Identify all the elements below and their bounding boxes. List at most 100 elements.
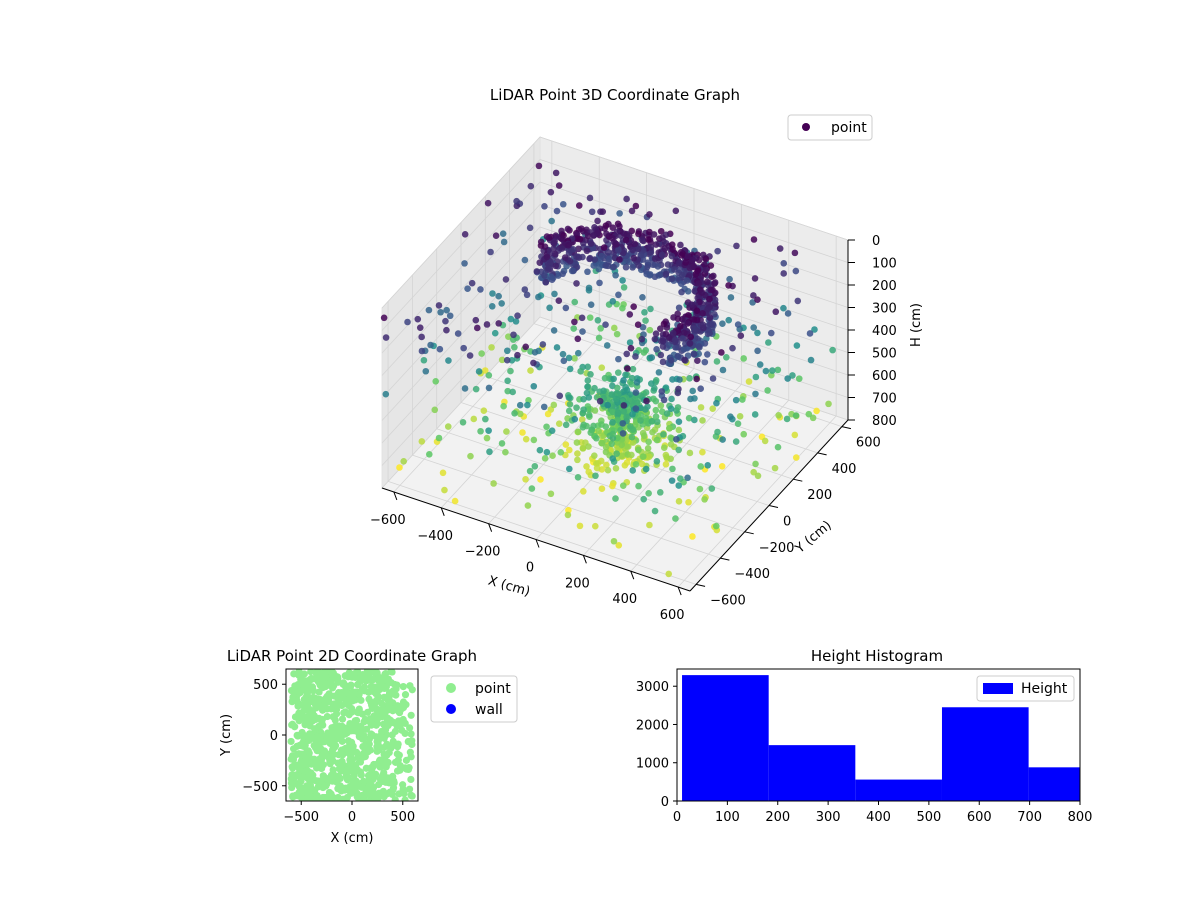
scatter3d-point (604, 466, 612, 474)
scatter3d-point (595, 334, 603, 342)
scatter3d-point (600, 244, 608, 251)
scatter3d-point (382, 334, 390, 341)
scatter3d-point (550, 245, 557, 252)
scatter2d-point (407, 775, 415, 784)
scatter3d-point (686, 449, 694, 457)
scatter3d-point (466, 352, 474, 359)
scatter2d-point (348, 673, 356, 681)
scatter3d-point (613, 450, 621, 457)
chart-2d-legend-wall-label: wall (475, 702, 503, 718)
scatter3d-point (587, 240, 595, 247)
ztick-label: 700 (872, 392, 897, 407)
scatter2d-point (363, 669, 371, 675)
scatter2d-point (357, 771, 365, 779)
scatter3d-point (531, 349, 539, 356)
scatter3d-point (780, 270, 788, 277)
chart-3d: LiDAR Point 3D Coordinate Graph −600 −400… (370, 86, 924, 623)
scatter3d-point (598, 421, 605, 428)
scatter3d-point (674, 404, 682, 411)
scatter3d-point (667, 405, 675, 412)
scatter3d-point (404, 318, 411, 326)
scatter2d-point (366, 746, 375, 754)
scatter3d-point (642, 465, 650, 473)
scatter3d-point (652, 241, 660, 248)
scatter3d-point (659, 343, 667, 350)
scatter2d-point (344, 737, 353, 745)
scatter3d-point (618, 441, 626, 449)
scatter3d-point (658, 388, 666, 395)
scatter3d-point (751, 275, 759, 282)
scatter3d-point (502, 448, 509, 456)
scatter3d-point (675, 304, 683, 312)
scatter3d-point (556, 392, 564, 400)
scatter3d-point (686, 272, 693, 279)
scatter3d-point (813, 407, 820, 415)
scatter3d-point (697, 385, 704, 392)
scatter3d-point (619, 304, 626, 312)
scatter2d-point (349, 688, 357, 696)
scatter3d-point (574, 456, 581, 464)
scatter3d-point (784, 375, 791, 382)
scatter3d-point (443, 326, 450, 334)
scatter2d-point (390, 779, 398, 787)
scatter3d-point (616, 256, 623, 263)
scatter3d-point (454, 330, 462, 337)
scatter3d-point (550, 327, 558, 334)
scatter3d-point (723, 353, 730, 361)
scatter3d-point (649, 261, 657, 269)
scatter2d-point (317, 745, 325, 753)
scatter3d-point (609, 224, 617, 232)
scatter3d-point (740, 355, 747, 362)
scatter3d-point (642, 406, 649, 413)
scatter3d-point (571, 415, 579, 423)
grid-left-z (381, 204, 541, 376)
scatter3d-point (459, 418, 467, 426)
scatter3d-point (651, 507, 659, 515)
scatter3d-point (491, 329, 499, 337)
scatter3d-point (719, 366, 727, 374)
scatter3d-point (750, 324, 758, 331)
scatter3d-point (591, 452, 598, 459)
scatter3d-point (689, 387, 696, 395)
scatter3d-point (562, 421, 570, 429)
scatter3d-point (691, 328, 698, 335)
scatter3d-point (686, 340, 694, 347)
scatter3d-point (696, 485, 704, 493)
grid-floor-y (436, 428, 745, 533)
scatter3d-point (674, 389, 682, 397)
scatter3d-point (584, 268, 591, 276)
ztick-label: 300 (872, 302, 897, 317)
hist-ytick-label: 3000 (636, 680, 669, 695)
scatter2d-point (368, 791, 376, 799)
chart-2d-legend: point wall (430, 675, 518, 723)
scatter3d-point (653, 436, 661, 444)
scatter3d-point (651, 335, 659, 343)
scatter3d-point (619, 277, 626, 284)
hist-ytick-label: 1000 (636, 757, 669, 772)
scatter3d-point (628, 433, 636, 441)
scatter3d-point (583, 463, 590, 470)
scatter3d-point (750, 468, 757, 476)
scatter3d-point (669, 329, 677, 337)
scatter3d-point (527, 182, 535, 190)
xtick (440, 507, 445, 516)
scatter3d-point (622, 371, 629, 379)
scatter2d-point (291, 682, 299, 690)
scatter2d-point (307, 783, 315, 792)
scatter3d-point (650, 231, 658, 238)
scatter2d-point (380, 793, 388, 801)
scatter3d-point (780, 304, 787, 312)
scatter3d-point (527, 367, 534, 374)
scatter3d-point (615, 247, 622, 254)
scatter3d-point (578, 416, 586, 423)
scatter2d-point (364, 708, 372, 716)
scatter3d-point (737, 332, 745, 340)
scatter3d-point (603, 461, 610, 469)
scatter3d-point (461, 385, 469, 392)
scatter3d-point (492, 232, 500, 239)
scatter3d-point (553, 344, 561, 351)
scatter2d-points (287, 669, 416, 801)
scatter3d-point (681, 329, 688, 337)
chart-3d-legend-label: point (831, 120, 867, 136)
scatter3d-point (573, 439, 581, 446)
